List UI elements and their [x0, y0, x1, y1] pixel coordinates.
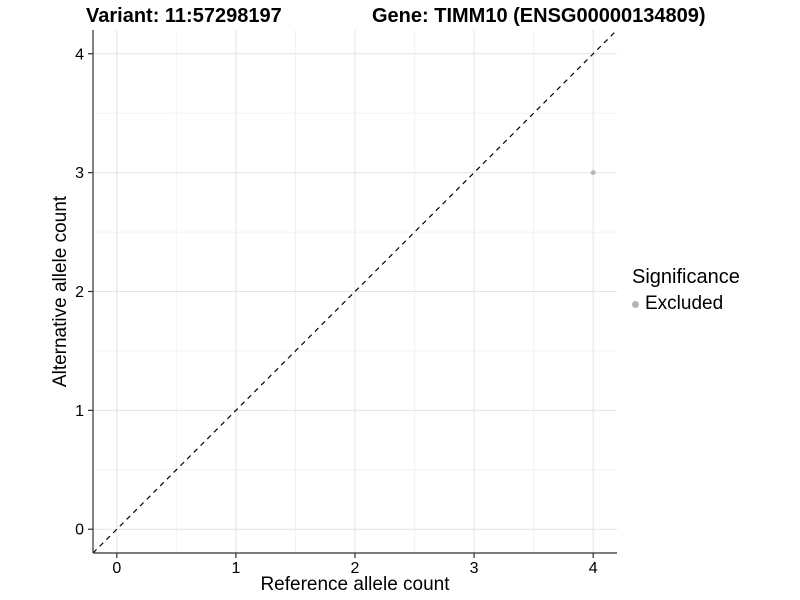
legend-item-label: Excluded: [645, 293, 724, 314]
x-axis-title: Reference allele count: [260, 574, 450, 595]
x-tick-label: 4: [589, 560, 598, 577]
excluded-point-swatch-icon: [632, 300, 639, 308]
data-point: [590, 170, 596, 176]
x-tick-label: 0: [112, 560, 121, 577]
gene-title: Gene: TIMM10 (ENSG00000134809): [372, 5, 706, 27]
y-tick-label: 3: [75, 165, 84, 182]
legend-title: Significance: [632, 266, 740, 288]
legend: Significance Excluded: [632, 266, 740, 315]
y-axis-title: Alternative allele count: [50, 195, 71, 387]
y-tick-label: 0: [75, 522, 84, 539]
plot-layer: 0 1 2 3 4 0 1 2 3 4: [75, 29, 618, 577]
variant-title: Variant: 11:57298197: [86, 5, 282, 27]
x-tick-label: 2: [351, 560, 360, 577]
x-tick-label: 1: [231, 560, 240, 577]
x-tick-label: 3: [470, 560, 479, 577]
y-tick-label: 1: [75, 403, 84, 420]
legend-item-excluded: Excluded: [632, 293, 740, 315]
y-tick-label: 4: [75, 46, 84, 63]
y-tick-label: 2: [75, 284, 84, 301]
